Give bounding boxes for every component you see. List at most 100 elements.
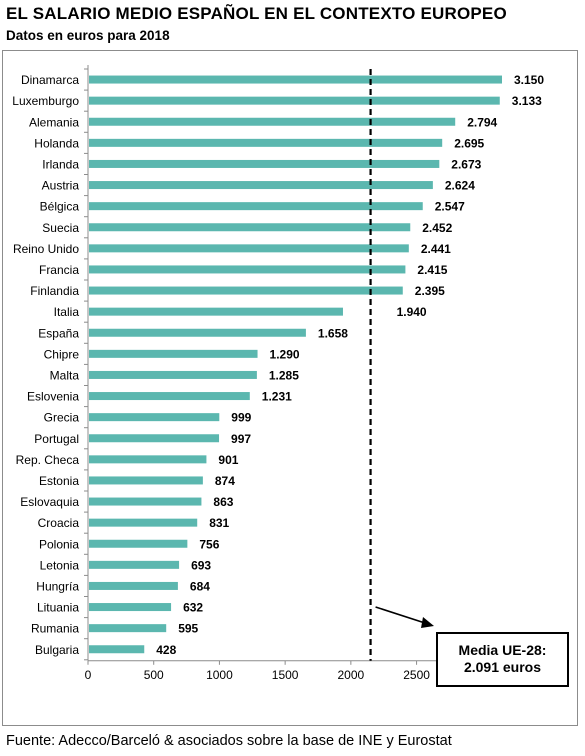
bar [89,202,423,211]
bar [89,413,220,422]
data-label: 2.415 [417,263,447,277]
bar [89,581,178,590]
category-label: Polonia [39,537,79,551]
category-label: Holanda [34,136,79,150]
bar [89,392,250,401]
category-label: Grecia [44,411,80,425]
x-tick-label: 1000 [206,668,233,682]
bar [89,560,180,569]
source-note: Fuente: Adecco/Barceló & asociados sobre… [6,733,452,749]
x-tick-label: 2000 [338,668,365,682]
bar [89,286,403,295]
category-label: Letonia [40,558,80,572]
data-label: 595 [178,622,198,636]
bar [89,645,145,654]
bar [89,455,207,464]
data-label: 3.133 [512,94,542,108]
data-label: 2.695 [454,136,484,150]
category-label: Irlanda [42,157,79,171]
bar [89,476,203,485]
bar [89,223,411,232]
average-annotation-label: Media UE-28: [458,642,547,658]
data-label: 2.794 [467,115,497,129]
data-label: 693 [191,558,211,572]
bar [89,349,258,358]
category-label: Eslovenia [27,390,79,404]
category-label: Bélgica [40,200,80,214]
data-label: 1.658 [318,326,348,340]
data-label: 901 [218,453,238,467]
x-tick-label: 2500 [403,668,430,682]
category-label: Bulgaria [35,643,79,657]
bar [89,539,188,548]
x-tick-label: 0 [85,668,92,682]
data-label: 2.441 [421,242,451,256]
data-label: 1.231 [262,390,292,404]
category-label: Rumania [31,622,79,636]
bar [89,159,440,168]
data-label: 863 [213,495,233,509]
category-label: Croacia [38,516,80,530]
bar-chart: 0500100015002000250030003500Dinamarca3.1… [12,65,562,682]
bar [89,624,167,633]
chart-subtitle: Datos en euros para 2018 [6,28,170,43]
data-label: 632 [183,601,203,615]
category-label: Austria [42,179,80,193]
bar [89,181,433,190]
category-label: Hungría [36,579,79,593]
category-label: Francia [39,263,79,277]
data-label: 874 [215,474,235,488]
data-label: 684 [190,579,210,593]
category-label: Dinamarca [21,73,79,87]
chart-frame: 0500100015002000250030003500Dinamarca3.1… [2,50,578,726]
category-label: Lituania [37,601,79,615]
bar [89,497,202,506]
category-label: Luxemburgo [12,94,79,108]
category-label: Alemania [29,115,79,129]
annotation-arrow-head [421,617,434,628]
data-label: 3.150 [514,73,544,87]
bar [89,518,198,527]
data-label: 997 [231,432,251,446]
data-label: 2.452 [422,221,452,235]
category-label: Suecia [42,221,79,235]
bar [89,328,306,337]
data-label: 1.940 [397,305,427,319]
data-label: 999 [231,411,251,425]
data-label: 831 [209,516,229,530]
average-annotation-value: 2.091 euros [463,659,542,675]
annotation-arrow-line [375,606,429,625]
category-label: Eslovaquia [20,495,79,509]
x-tick-label: 1500 [272,668,299,682]
average-annotation-box: Media UE-28: 2.091 euros [436,632,569,687]
bar [89,138,443,147]
chart-title: EL SALARIO MEDIO ESPAÑOL EN EL CONTEXTO … [6,4,507,23]
data-label: 756 [199,537,219,551]
category-label: Portugal [34,432,79,446]
bar [89,265,406,274]
data-label: 2.624 [445,179,475,193]
category-label: Chipre [44,347,80,361]
bar [89,96,500,105]
bar [89,370,257,379]
data-label: 2.547 [435,200,465,214]
category-label: Malta [50,368,80,382]
bar [89,603,172,612]
data-label: 428 [156,643,176,657]
category-label: Estonia [39,474,79,488]
category-label: Rep. Checa [16,453,80,467]
data-label: 1.290 [270,347,300,361]
data-label: 1.285 [269,368,299,382]
bar [89,434,220,443]
category-label: Italia [54,305,80,319]
data-label: 2.673 [451,157,481,171]
category-label: Reino Unido [13,242,79,256]
bar [89,244,409,253]
data-label: 2.395 [415,284,445,298]
category-label: España [38,326,79,340]
x-tick-label: 500 [144,668,164,682]
category-label: Finlandia [30,284,79,298]
bar [89,117,456,126]
bar [89,75,502,84]
bar [89,307,343,316]
